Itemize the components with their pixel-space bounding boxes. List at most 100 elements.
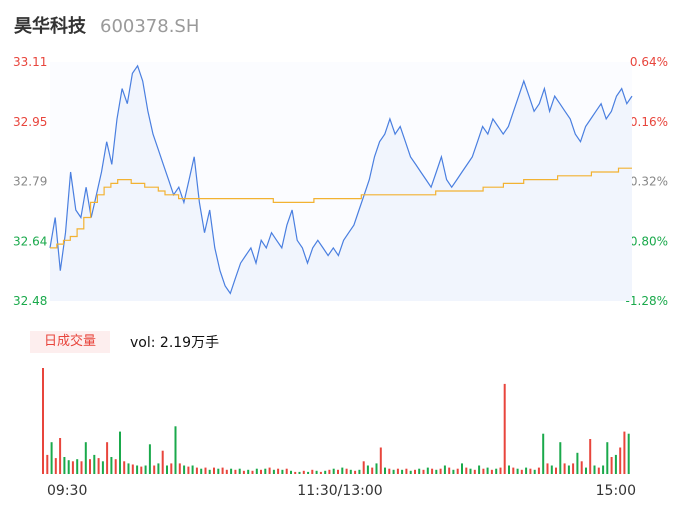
volume-bar bbox=[409, 470, 412, 474]
volume-bar bbox=[371, 467, 374, 474]
volume-bar bbox=[277, 468, 280, 474]
volume-bar bbox=[473, 469, 476, 474]
volume-bar bbox=[93, 454, 96, 474]
volume-bar bbox=[401, 469, 404, 474]
volume-bar bbox=[59, 438, 62, 474]
volume-bar bbox=[281, 469, 284, 474]
volume-bar bbox=[439, 468, 442, 474]
volume-bar bbox=[465, 467, 468, 474]
volume-bar bbox=[508, 465, 510, 474]
x-tick-label: 15:00 bbox=[596, 483, 636, 499]
volume-bar bbox=[580, 461, 583, 474]
volume-tab[interactable]: 日成交量 bbox=[30, 331, 110, 353]
y2-tick-label: -0.80% bbox=[626, 234, 668, 248]
volume-bar bbox=[396, 468, 399, 474]
volume-bar bbox=[290, 470, 292, 474]
volume-bar bbox=[602, 465, 605, 474]
volume-bar bbox=[563, 463, 566, 474]
y2-tick-label: -0.32% bbox=[626, 175, 668, 189]
volume-bar bbox=[537, 467, 540, 474]
volume-bar bbox=[217, 468, 220, 474]
volume-bar bbox=[456, 468, 459, 474]
volume-bar bbox=[512, 467, 515, 474]
volume-bar bbox=[375, 463, 378, 474]
volume-bar bbox=[362, 461, 365, 474]
volume-bar bbox=[328, 469, 331, 474]
volume-bar bbox=[533, 469, 536, 474]
volume-bar bbox=[593, 465, 596, 474]
volume-bar bbox=[392, 469, 395, 474]
volume-bar bbox=[238, 468, 241, 474]
volume-bar bbox=[499, 467, 502, 474]
volume-bar bbox=[230, 468, 233, 474]
y-tick-label: 32.48 bbox=[13, 294, 47, 308]
volume-bar bbox=[546, 463, 549, 474]
volume-bar bbox=[200, 468, 203, 474]
volume-bar bbox=[555, 467, 557, 474]
volume-bar bbox=[307, 471, 310, 474]
volume-bar bbox=[140, 466, 143, 474]
volume-bar bbox=[50, 442, 53, 474]
volume-bar bbox=[260, 469, 262, 474]
volume-bar bbox=[576, 452, 579, 474]
volume-bar bbox=[443, 465, 446, 474]
volume-bar bbox=[452, 469, 455, 474]
volume-bar bbox=[319, 471, 322, 474]
volume-bar bbox=[623, 431, 626, 474]
volume-bar bbox=[234, 469, 237, 474]
volume-bar bbox=[119, 431, 121, 474]
volume-bar bbox=[213, 467, 215, 474]
volume-bar bbox=[461, 463, 463, 474]
x-tick-label: 09:30 bbox=[47, 483, 87, 499]
volume-bar bbox=[311, 469, 314, 474]
volume-bar bbox=[161, 450, 164, 474]
volume-bar bbox=[495, 468, 498, 474]
volume-bar bbox=[123, 461, 126, 474]
volume-bar bbox=[187, 466, 190, 474]
volume-bar bbox=[559, 442, 562, 474]
volume-bar bbox=[67, 460, 70, 474]
volume-bar bbox=[63, 457, 66, 474]
y2-tick-label: -1.28% bbox=[626, 294, 668, 308]
volume-bar bbox=[585, 467, 587, 474]
volume-bar bbox=[268, 467, 271, 474]
volume-bar bbox=[131, 464, 134, 474]
volume-bar bbox=[76, 459, 79, 474]
volume-bar bbox=[46, 454, 49, 474]
volume-bar bbox=[71, 461, 74, 474]
volume-bar bbox=[627, 433, 630, 474]
volume-bar bbox=[315, 470, 318, 474]
volume-bar bbox=[255, 468, 258, 474]
volume-bar bbox=[614, 454, 617, 474]
volume-bar bbox=[542, 433, 545, 474]
volume-bar bbox=[422, 469, 425, 474]
price-line bbox=[49, 64, 633, 295]
volume-bar bbox=[166, 465, 168, 474]
volume-bar bbox=[136, 465, 139, 474]
volume-bar bbox=[157, 463, 160, 474]
volume-bar bbox=[379, 447, 382, 474]
stock-header: 昊华科技 600378.SH bbox=[14, 12, 199, 40]
volume-bar bbox=[550, 465, 553, 474]
volume-bar bbox=[251, 470, 254, 474]
y-tick-label: 32.64 bbox=[13, 234, 47, 248]
volume-bar bbox=[345, 468, 348, 474]
volume-bar bbox=[572, 463, 575, 474]
volume-bar bbox=[520, 469, 523, 474]
volume-bar bbox=[191, 465, 194, 474]
y-tick-label: 33.11 bbox=[13, 55, 47, 69]
volume-bar bbox=[384, 467, 386, 474]
volume-bar bbox=[264, 468, 267, 474]
y-tick-label: 32.95 bbox=[13, 115, 47, 129]
volume-bar bbox=[619, 447, 622, 474]
stock-code: 600378.SH bbox=[100, 16, 200, 37]
volume-bar bbox=[418, 468, 421, 474]
volume-bar bbox=[366, 465, 369, 474]
volume-bar bbox=[478, 465, 481, 474]
stock-name: 昊华科技 bbox=[14, 16, 86, 37]
volume-bar bbox=[54, 458, 57, 474]
volume-bar bbox=[127, 463, 130, 474]
volume-bar bbox=[606, 442, 609, 474]
y-tick-label: 32.79 bbox=[13, 175, 47, 189]
